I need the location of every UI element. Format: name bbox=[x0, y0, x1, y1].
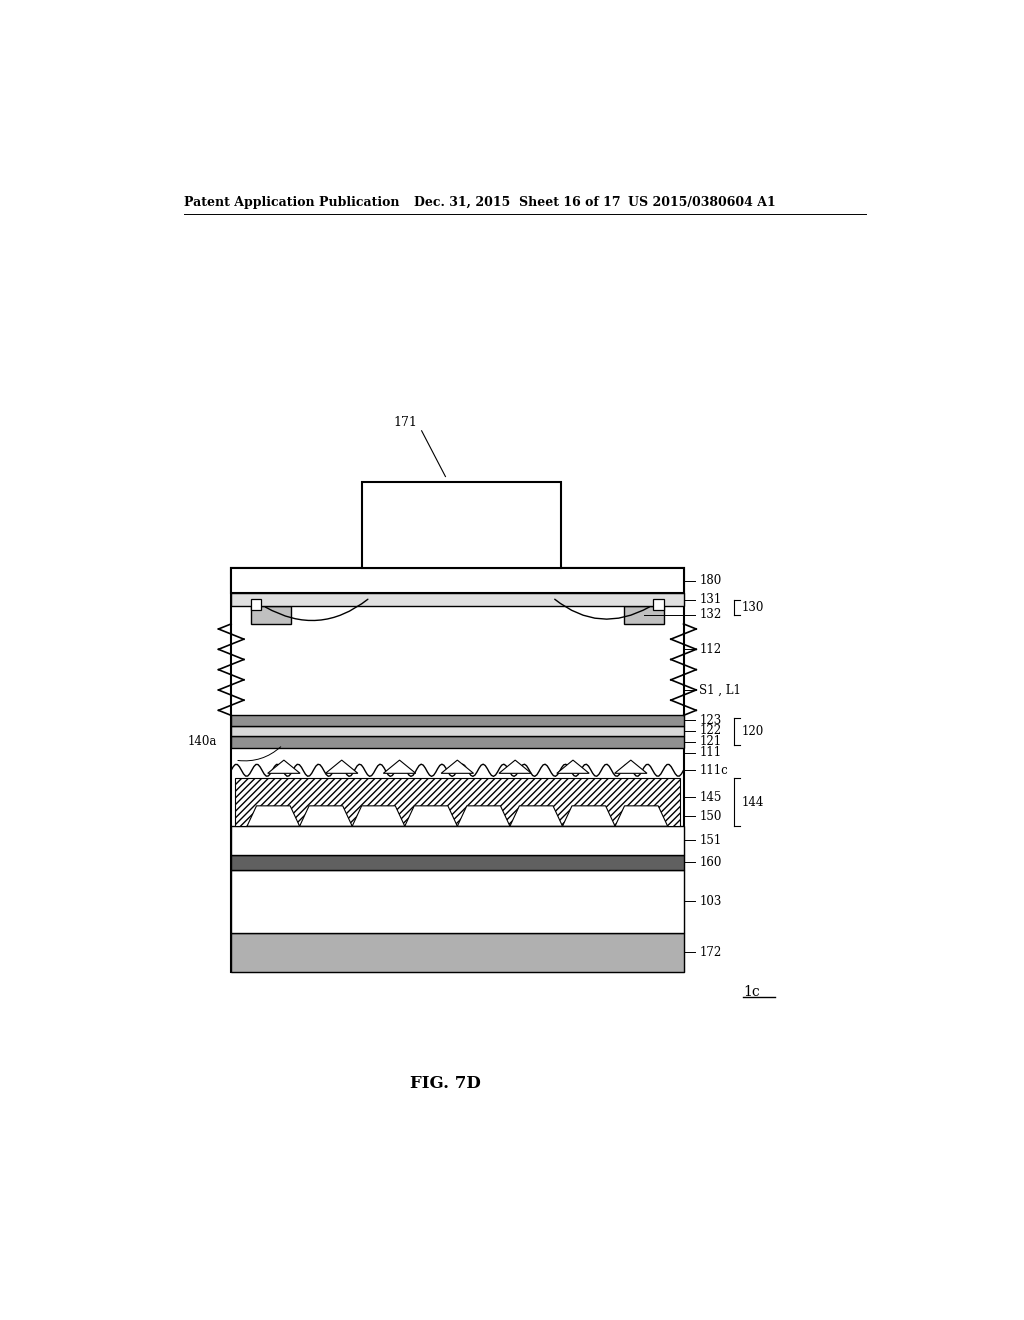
Text: 1c: 1c bbox=[743, 985, 760, 999]
Bar bbox=[231, 715, 684, 726]
Text: 172: 172 bbox=[699, 945, 722, 958]
Bar bbox=[231, 933, 684, 972]
Polygon shape bbox=[499, 760, 531, 774]
Polygon shape bbox=[458, 805, 510, 826]
Text: 130: 130 bbox=[741, 601, 764, 614]
Polygon shape bbox=[404, 805, 458, 826]
Text: 180: 180 bbox=[699, 574, 722, 587]
Text: S1 , L1: S1 , L1 bbox=[699, 684, 741, 697]
Polygon shape bbox=[326, 760, 358, 774]
Text: 131: 131 bbox=[699, 593, 722, 606]
Text: 123: 123 bbox=[699, 714, 722, 727]
Polygon shape bbox=[510, 805, 562, 826]
Text: 140a: 140a bbox=[187, 735, 217, 748]
Text: 160: 160 bbox=[699, 855, 722, 869]
Bar bbox=[231, 735, 684, 748]
Polygon shape bbox=[247, 805, 300, 826]
Polygon shape bbox=[557, 760, 589, 774]
Text: Dec. 31, 2015  Sheet 16 of 17: Dec. 31, 2015 Sheet 16 of 17 bbox=[414, 195, 621, 209]
Polygon shape bbox=[383, 760, 416, 774]
Polygon shape bbox=[441, 760, 473, 774]
Polygon shape bbox=[352, 805, 404, 826]
Bar bbox=[231, 726, 684, 735]
Bar bbox=[231, 870, 684, 933]
Text: 121: 121 bbox=[699, 735, 722, 748]
Bar bbox=[251, 599, 261, 610]
Bar bbox=[231, 854, 684, 870]
Text: 150: 150 bbox=[699, 809, 722, 822]
Bar bbox=[251, 606, 291, 624]
Bar bbox=[653, 599, 664, 610]
Polygon shape bbox=[300, 805, 352, 826]
Text: FIG. 7D: FIG. 7D bbox=[410, 1074, 481, 1092]
Text: 122: 122 bbox=[699, 725, 722, 737]
Polygon shape bbox=[267, 760, 300, 774]
Text: 144: 144 bbox=[741, 796, 764, 809]
Text: US 2015/0380604 A1: US 2015/0380604 A1 bbox=[628, 195, 776, 209]
Text: 111: 111 bbox=[699, 747, 722, 759]
Text: 151: 151 bbox=[699, 834, 722, 847]
Bar bbox=[231, 826, 684, 854]
Text: 103: 103 bbox=[699, 895, 722, 908]
Bar bbox=[231, 568, 684, 594]
Text: Patent Application Publication: Patent Application Publication bbox=[183, 195, 399, 209]
Text: 112: 112 bbox=[699, 643, 722, 656]
Bar bbox=[362, 482, 560, 568]
Bar bbox=[236, 779, 680, 826]
Bar bbox=[624, 606, 664, 624]
Bar bbox=[231, 594, 684, 606]
Text: 120: 120 bbox=[741, 725, 764, 738]
Text: 145: 145 bbox=[699, 791, 722, 804]
Text: 111c: 111c bbox=[699, 764, 728, 776]
Text: 132: 132 bbox=[699, 609, 722, 622]
Polygon shape bbox=[562, 805, 615, 826]
Polygon shape bbox=[614, 760, 647, 774]
Bar bbox=[231, 568, 684, 972]
Text: 171: 171 bbox=[394, 416, 418, 429]
Polygon shape bbox=[615, 805, 668, 826]
